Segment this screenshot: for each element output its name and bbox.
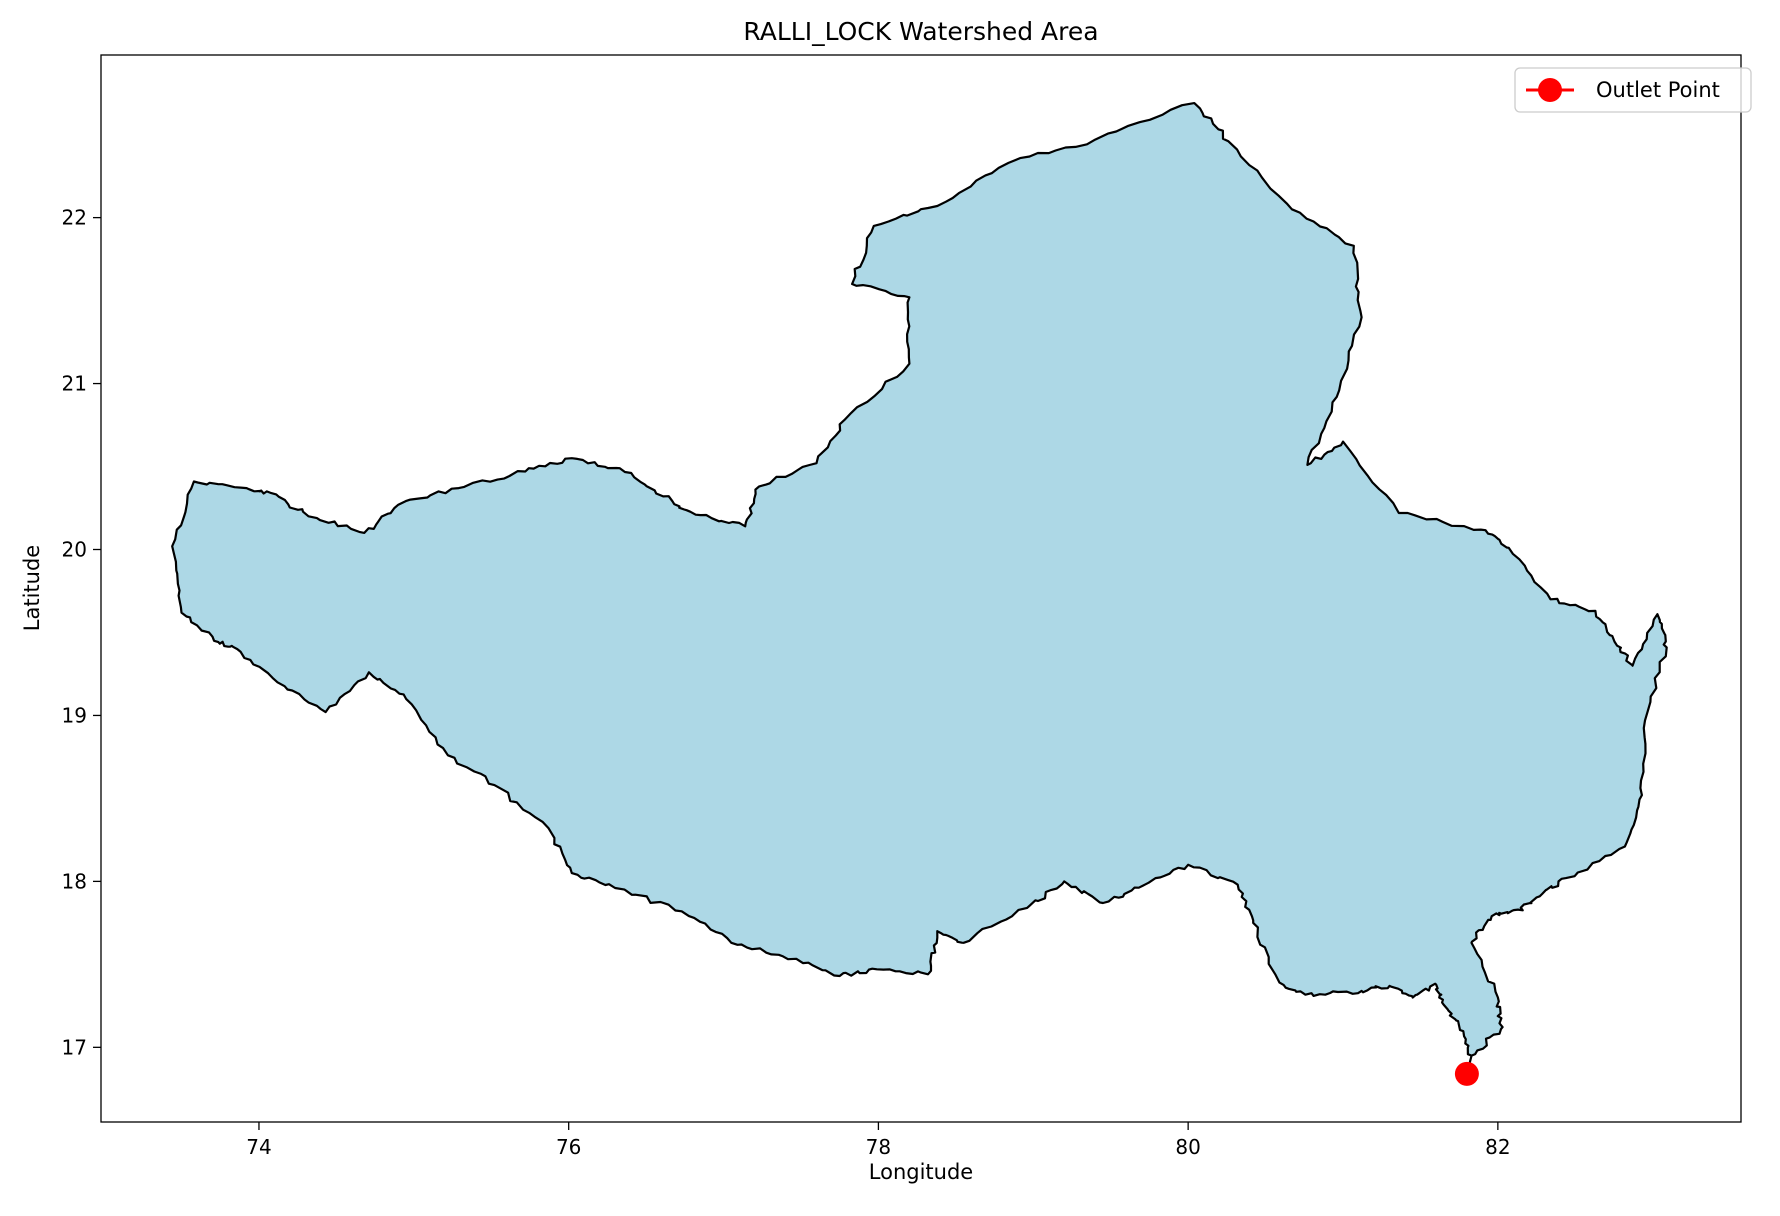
legend-box <box>1514 67 1752 113</box>
plot-area <box>171 102 1668 1086</box>
y-tick-label: 18 <box>62 869 87 893</box>
outlet-points <box>1454 1061 1479 1086</box>
watershed-polygon <box>171 102 1668 1057</box>
legend: Outlet Point <box>1514 67 1752 113</box>
chart-title: RALLI_LOCK Watershed Area <box>743 17 1098 46</box>
x-tick-label: 82 <box>1485 1135 1510 1159</box>
x-tick-label: 80 <box>1175 1135 1200 1159</box>
y-axis-ticks: 17 18 19 20 21 22 <box>62 206 101 1059</box>
x-tick-label: 74 <box>246 1135 271 1159</box>
x-axis-ticks: 74 76 78 80 82 <box>246 1122 1511 1159</box>
y-tick-label: 19 <box>62 703 87 727</box>
x-tick-label: 76 <box>556 1135 581 1159</box>
y-tick-label: 17 <box>62 1035 87 1059</box>
x-axis-label: Longitude <box>869 1160 973 1184</box>
y-tick-label: 22 <box>62 206 87 230</box>
legend-marker-swatch <box>1538 78 1562 102</box>
x-tick-label: 78 <box>866 1135 891 1159</box>
y-axis-label: Latitude <box>20 545 44 631</box>
y-tick-label: 20 <box>62 538 87 562</box>
legend-label: Outlet Point <box>1596 78 1720 102</box>
axes-frame <box>100 54 1742 1123</box>
outlet-point-marker <box>1454 1061 1479 1086</box>
y-tick-label: 21 <box>62 372 87 396</box>
